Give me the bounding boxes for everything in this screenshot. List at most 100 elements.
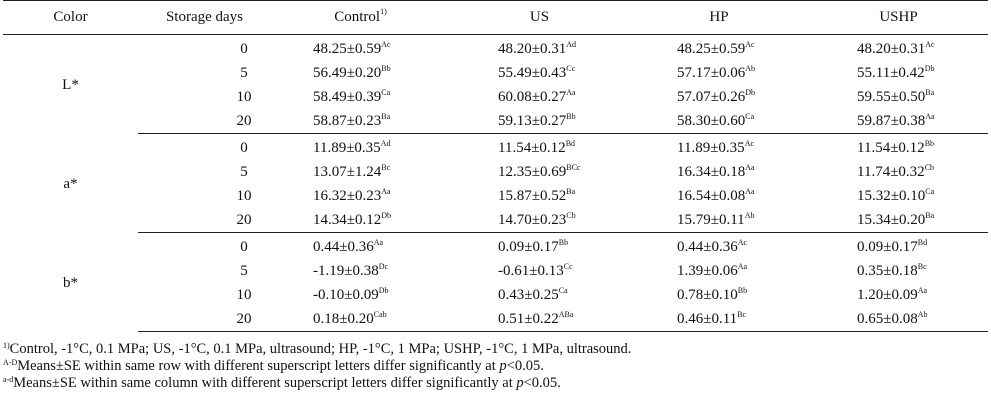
storage-day-cell: 10 — [138, 184, 271, 208]
storage-day-cell: 20 — [138, 109, 271, 134]
mean-se-text: 1.20±0.09 — [857, 286, 918, 303]
mean-se-text: 11.74±0.32 — [857, 163, 925, 180]
measurement-value: 0.18±0.20Cab — [271, 309, 387, 328]
significance-letters: Ad — [380, 138, 391, 148]
significance-letters: Bc — [737, 309, 747, 319]
header-hp: HP — [629, 0, 809, 35]
significance-letters: Ca — [558, 285, 568, 295]
significance-letters: Db — [378, 285, 389, 295]
mean-se-text: -0.61±0.13 — [498, 262, 564, 279]
mean-se-text: 0.44±0.36 — [677, 238, 738, 255]
significance-letters: Bc — [381, 162, 391, 172]
measurement-value: 48.20±0.31Ac — [809, 40, 935, 58]
measurement-value: 0.09±0.17Bd — [809, 238, 927, 256]
significance-letters: Cc — [563, 261, 573, 271]
measurement-cell: 15.87±0.52Ba — [450, 184, 629, 208]
measurement-cell: 55.11±0.42Db — [809, 61, 988, 85]
significance-letters: Aa — [373, 237, 384, 247]
measurement-value: 0.78±0.10Bb — [629, 285, 748, 304]
significance-letters: Db — [924, 63, 935, 73]
significance-letters: Aa — [925, 111, 935, 121]
mean-se-text: 0.78±0.10 — [677, 286, 738, 303]
measurement-cell: 11.54±0.12Bd — [450, 134, 629, 161]
storage-day-value: 20 — [236, 211, 252, 228]
measurement-cell: 16.54±0.08Aa — [629, 184, 809, 208]
measurement-value: 48.20±0.31Ad — [450, 39, 577, 58]
storage-day-cell: 5 — [138, 61, 271, 85]
storage-day-cell: 5 — [138, 259, 271, 283]
significance-letters: Ad — [566, 39, 577, 49]
measurement-cell: 11.89±0.35Ad — [271, 134, 450, 161]
table-row: 5 56.49±0.20Bb 55.49±0.43Cc 57.17±0.06Ab 55.… — [3, 61, 988, 85]
significance-letters: Db — [381, 210, 392, 220]
measurement-cell: 16.32±0.23Aa — [271, 184, 450, 208]
mean-se-text: 0.65±0.08 — [857, 310, 918, 327]
measurement-value: 0.44±0.36Ac — [629, 238, 747, 256]
measurement-cell: 12.35±0.69BCc — [450, 160, 629, 184]
measurement-value: 56.49±0.20Bb — [271, 63, 391, 82]
measurement-cell: 16.34±0.18Aa — [629, 160, 809, 184]
measurement-cell: 57.17±0.06Ab — [629, 61, 809, 85]
measurement-cell: -1.19±0.38Dc — [271, 259, 450, 283]
mean-se-text: 16.54±0.08 — [677, 187, 746, 204]
measurement-value: 55.11±0.42Db — [809, 63, 935, 82]
table-row: b* 0 0.44±0.36Aa 0.09±0.17Bb 0.44±0.36Ac 0.09… — [3, 233, 988, 291]
table-row: a* 0 11.89±0.35Ad 11.54±0.12Bd 11.89±0.35Ac 1… — [3, 134, 988, 192]
header-control-footnote-mark: 1) — [380, 7, 387, 16]
significance-letters: Bb — [381, 63, 391, 73]
significance-letters: Bb — [737, 285, 748, 295]
header-us: US — [450, 0, 629, 35]
measurement-cell: 15.79±0.11Ab — [629, 208, 809, 233]
mean-se-text: 59.87±0.38 — [857, 112, 926, 129]
measurement-cell: 59.55±0.50Ba — [809, 85, 988, 109]
table-row: 10 16.32±0.23Aa 15.87±0.52Ba 16.54±0.08Aa 15… — [3, 184, 988, 208]
significance-letters: Bb — [558, 237, 569, 247]
significance-letters: Aa — [381, 186, 391, 196]
measurement-value: 0.44±0.36Aa — [271, 237, 384, 256]
storage-day-value: 10 — [236, 88, 252, 105]
significance-letters: Ab — [745, 63, 756, 73]
significance-letters: Cab — [373, 309, 387, 319]
significance-letters: BCc — [566, 162, 581, 172]
measurement-cell: 56.49±0.20Bb — [271, 61, 450, 85]
measurement-value: 57.17±0.06Ab — [629, 63, 756, 82]
measurement-value: 13.07±1.24Bc — [271, 162, 391, 181]
measurement-value: -0.61±0.13Cc — [450, 261, 573, 280]
measurement-value: 58.30±0.60Ca — [629, 111, 755, 130]
storage-day-cell: 20 — [138, 307, 271, 332]
mean-se-text: 48.25±0.59 — [313, 40, 382, 57]
significance-letters: Dc — [378, 261, 389, 271]
significance-letters: Ba — [925, 210, 935, 220]
table-body: L* 0 48.25±0.59Ac 48.20±0.31Ad 48.25±0.59Ac 4… — [3, 35, 988, 332]
data-table-wrapper: Color Storage days Control1) US HP USHP … — [3, 0, 988, 332]
measurement-value: 15.79±0.11Ab — [629, 211, 754, 229]
significance-letters: Cc — [566, 63, 576, 73]
measurement-cell: 14.70±0.23Cb — [450, 208, 629, 233]
footnote-treatments: 1)Control, -1°C, 0.1 MPa; US, -1°C, 0.1 … — [3, 341, 632, 357]
measurement-value: 11.54±0.12Bb — [809, 138, 935, 157]
table-row: 10 58.49±0.39Ca 60.08±0.27Aa 57.07±0.26Db 59… — [3, 85, 988, 109]
measurement-value: 0.35±0.18Bc — [809, 262, 927, 280]
measurement-cell: 1.39±0.06Aa — [629, 259, 809, 283]
table-row: 20 14.34±0.12Db 14.70±0.23Cb 15.79±0.11Ab 15… — [3, 208, 988, 233]
measurement-cell: 48.25±0.59Ac — [629, 35, 809, 62]
mean-se-text: 14.34±0.12 — [313, 211, 382, 228]
storage-day-value: 20 — [236, 310, 252, 327]
measurement-value: 0.09±0.17Bb — [450, 237, 569, 256]
significance-letters: Bb — [924, 138, 935, 148]
measurement-value: 15.34±0.20Ba — [809, 210, 935, 229]
measurement-cell: 14.34±0.12Db — [271, 208, 450, 233]
storage-day-cell: 5 — [138, 160, 271, 184]
measurement-cell: 48.20±0.31Ad — [450, 35, 629, 62]
measurement-cell: 1.20±0.09Aa — [809, 283, 988, 307]
storage-day-cell: 0 — [138, 233, 271, 260]
significance-letters: Ca — [745, 111, 755, 121]
table-row: L* 0 48.25±0.59Ac 48.20±0.31Ad 48.25±0.59Ac 4… — [3, 35, 988, 93]
mean-se-text: 55.11±0.42 — [857, 64, 925, 81]
header-row: Color Storage days Control1) US HP USHP — [3, 0, 988, 35]
storage-day-value: 10 — [236, 286, 252, 303]
mean-se-text: 15.79±0.11 — [677, 211, 745, 228]
measurement-cell: 0.46±0.11Bc — [629, 307, 809, 332]
significance-letters: Ba — [925, 87, 935, 97]
storage-day-value: 20 — [236, 112, 252, 129]
